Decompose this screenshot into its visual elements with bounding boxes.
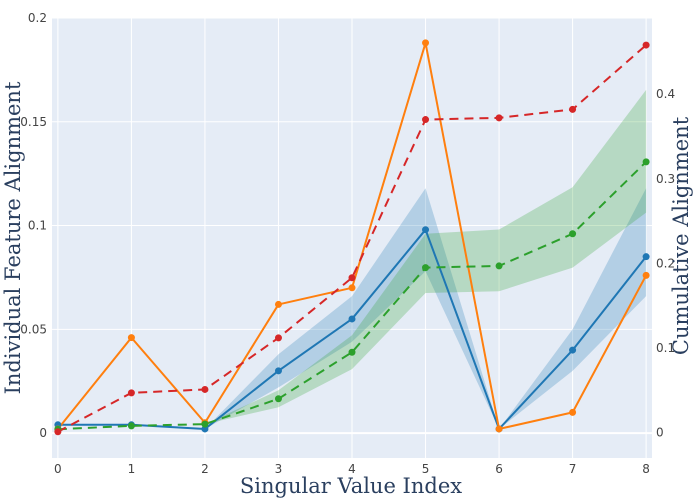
cumulative-sample-point — [201, 385, 209, 393]
cumulative-sample-point — [495, 114, 503, 122]
x-tick-label: 4 — [348, 462, 356, 476]
gridlines — [52, 17, 652, 458]
cumulative-mean-band — [57, 89, 647, 430]
cumulative-mean-point — [495, 262, 503, 270]
confidence-bands — [57, 89, 647, 430]
cumulative-mean-point — [569, 230, 577, 238]
cumulative-sample-point — [54, 428, 62, 436]
individual-mean-point — [642, 253, 650, 261]
series-markers — [54, 39, 650, 436]
y-left-tick-label: 0.1 — [28, 219, 47, 233]
x-tick-label: 2 — [201, 462, 209, 476]
cumulative-mean-line — [57, 161, 647, 431]
cumulative-sample-point — [127, 389, 135, 397]
cumulative-sample-line — [57, 44, 647, 433]
x-tick-label: 6 — [495, 462, 503, 476]
individual-mean-point — [274, 367, 282, 375]
individual-sample-point — [422, 39, 430, 47]
cumulative-sample-point — [274, 334, 282, 342]
x-tick-label: 0 — [54, 462, 62, 476]
cumulative-mean-point — [274, 395, 282, 403]
y-axis-left-title: Individual Feature Alignment — [1, 81, 25, 394]
cumulative-mean-point — [422, 264, 430, 272]
x-tick-label: 8 — [642, 462, 650, 476]
individual-sample-point — [348, 284, 356, 292]
individual-mean-band — [57, 188, 647, 429]
y-right-tick-label: 0 — [656, 426, 664, 440]
x-tick-label: 5 — [422, 462, 430, 476]
individual-mean-point — [201, 425, 209, 433]
x-axis-title: Singular Value Index — [240, 474, 462, 498]
individual-sample-point — [569, 408, 577, 416]
cumulative-sample-point — [642, 41, 650, 49]
y-right-tick-label: 0.1 — [656, 341, 675, 355]
cumulative-sample-point — [348, 274, 356, 282]
individual-sample-point — [127, 334, 135, 342]
x-tick-label: 1 — [128, 462, 136, 476]
y-left-tick-label: 0.05 — [20, 322, 47, 336]
x-tick-label: 3 — [275, 462, 283, 476]
cumulative-mean-point — [201, 420, 209, 428]
y-left-tick-label: 0 — [39, 426, 47, 440]
y-axis-right-title: Cumulative Alignment — [669, 116, 693, 355]
individual-mean-point — [422, 226, 430, 234]
cumulative-mean-point — [127, 422, 135, 430]
x-tick-label: 7 — [569, 462, 577, 476]
y-right-tick-label: 0.2 — [656, 256, 675, 270]
y-right-tick-label: 0.4 — [656, 87, 675, 101]
y-left-tick-label: 0.2 — [28, 11, 47, 25]
cumulative-sample-point — [422, 116, 430, 124]
cumulative-sample-point — [569, 105, 577, 113]
individual-sample-point — [274, 300, 282, 308]
individual-sample-point — [495, 425, 503, 433]
individual-sample-point — [642, 271, 650, 279]
y-right-tick-label: 0.3 — [656, 172, 675, 186]
tick-labels: 0 1 2 3 4 5 6 7 8 0 0.05 0.1 0.15 0.2 0 0.1 0.2 0.3 0.4 — [20, 11, 675, 476]
y-left-tick-label: 0.15 — [20, 115, 47, 129]
individual-mean-point — [569, 346, 577, 354]
cumulative-mean-point — [348, 348, 356, 356]
cumulative-mean-point — [642, 158, 650, 166]
individual-mean-point — [348, 315, 356, 323]
